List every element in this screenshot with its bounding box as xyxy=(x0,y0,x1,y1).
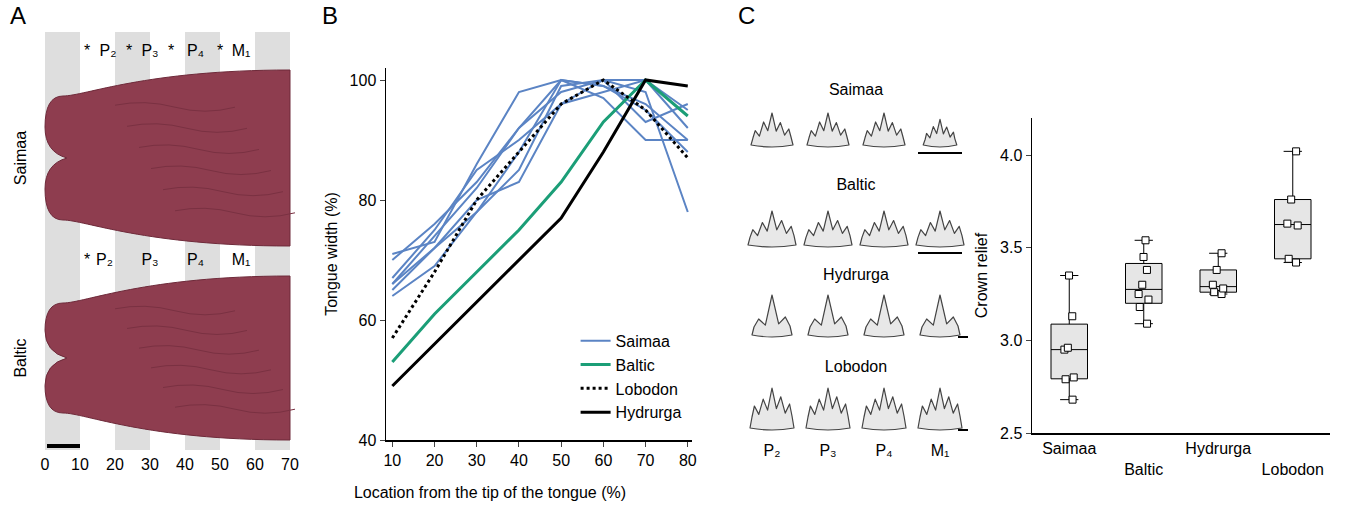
svg-text:30: 30 xyxy=(468,452,486,469)
svg-text:Hydrurga: Hydrurga xyxy=(616,404,682,421)
svg-text:10: 10 xyxy=(71,456,89,473)
svg-text:P₄: P₄ xyxy=(187,42,204,59)
svg-text:Lobodon: Lobodon xyxy=(616,381,678,398)
svg-text:30: 30 xyxy=(141,456,159,473)
svg-text:C: C xyxy=(738,2,755,29)
svg-text:Hydrurga: Hydrurga xyxy=(1185,440,1251,457)
svg-text:Baltic: Baltic xyxy=(836,176,875,193)
svg-text:P₃: P₃ xyxy=(141,42,158,59)
svg-text:80: 80 xyxy=(679,452,697,469)
svg-text:*: * xyxy=(84,42,90,59)
svg-text:*: * xyxy=(168,42,174,59)
svg-text:0: 0 xyxy=(41,456,50,473)
svg-text:Lobodon: Lobodon xyxy=(1262,461,1324,478)
svg-text:Saimaa: Saimaa xyxy=(1042,440,1096,457)
svg-text:60: 60 xyxy=(246,456,264,473)
svg-text:40: 40 xyxy=(359,432,377,449)
svg-text:P₂: P₂ xyxy=(100,42,117,59)
svg-text:Location from the tip of the t: Location from the tip of the tongue (%) xyxy=(354,484,626,501)
svg-text:3.5: 3.5 xyxy=(1000,239,1022,256)
svg-text:Saimaa: Saimaa xyxy=(616,333,670,350)
svg-text:P₃: P₃ xyxy=(819,442,836,459)
svg-text:Tongue width (%): Tongue width (%) xyxy=(323,192,340,316)
svg-text:P₃: P₃ xyxy=(141,251,158,268)
svg-text:Crown relief: Crown relief xyxy=(973,232,990,318)
svg-text:40: 40 xyxy=(510,452,528,469)
svg-text:Saimaa: Saimaa xyxy=(829,81,883,98)
svg-text:4.0: 4.0 xyxy=(1000,147,1022,164)
svg-text:40: 40 xyxy=(176,456,194,473)
svg-text:70: 70 xyxy=(281,456,299,473)
svg-text:60: 60 xyxy=(594,452,612,469)
svg-text:P₂: P₂ xyxy=(96,251,113,268)
svg-text:*: * xyxy=(126,42,132,59)
svg-text:50: 50 xyxy=(211,456,229,473)
svg-text:A: A xyxy=(10,2,26,29)
svg-text:10: 10 xyxy=(383,452,401,469)
svg-text:*: * xyxy=(84,251,90,268)
svg-text:Hydrurga: Hydrurga xyxy=(823,266,889,283)
svg-text:Baltic: Baltic xyxy=(12,338,29,377)
svg-text:Saimaa: Saimaa xyxy=(12,131,29,185)
svg-text:50: 50 xyxy=(552,452,570,469)
svg-text:B: B xyxy=(322,2,338,29)
svg-text:M₁: M₁ xyxy=(232,251,251,268)
svg-text:Baltic: Baltic xyxy=(1124,461,1163,478)
svg-text:*: * xyxy=(217,42,223,59)
svg-text:P₄: P₄ xyxy=(187,251,204,268)
svg-text:2.5: 2.5 xyxy=(1000,425,1022,442)
svg-text:20: 20 xyxy=(426,452,444,469)
svg-text:80: 80 xyxy=(359,192,377,209)
svg-text:100: 100 xyxy=(350,72,377,89)
svg-text:70: 70 xyxy=(637,452,655,469)
svg-text:3.0: 3.0 xyxy=(1000,332,1022,349)
svg-text:P₄: P₄ xyxy=(875,442,892,459)
svg-text:Baltic: Baltic xyxy=(616,357,655,374)
svg-text:M₁: M₁ xyxy=(232,42,251,59)
svg-text:P₂: P₂ xyxy=(764,442,781,459)
svg-text:20: 20 xyxy=(106,456,124,473)
svg-text:M₁: M₁ xyxy=(931,442,950,459)
svg-text:Lobodon: Lobodon xyxy=(825,358,887,375)
svg-text:60: 60 xyxy=(359,312,377,329)
